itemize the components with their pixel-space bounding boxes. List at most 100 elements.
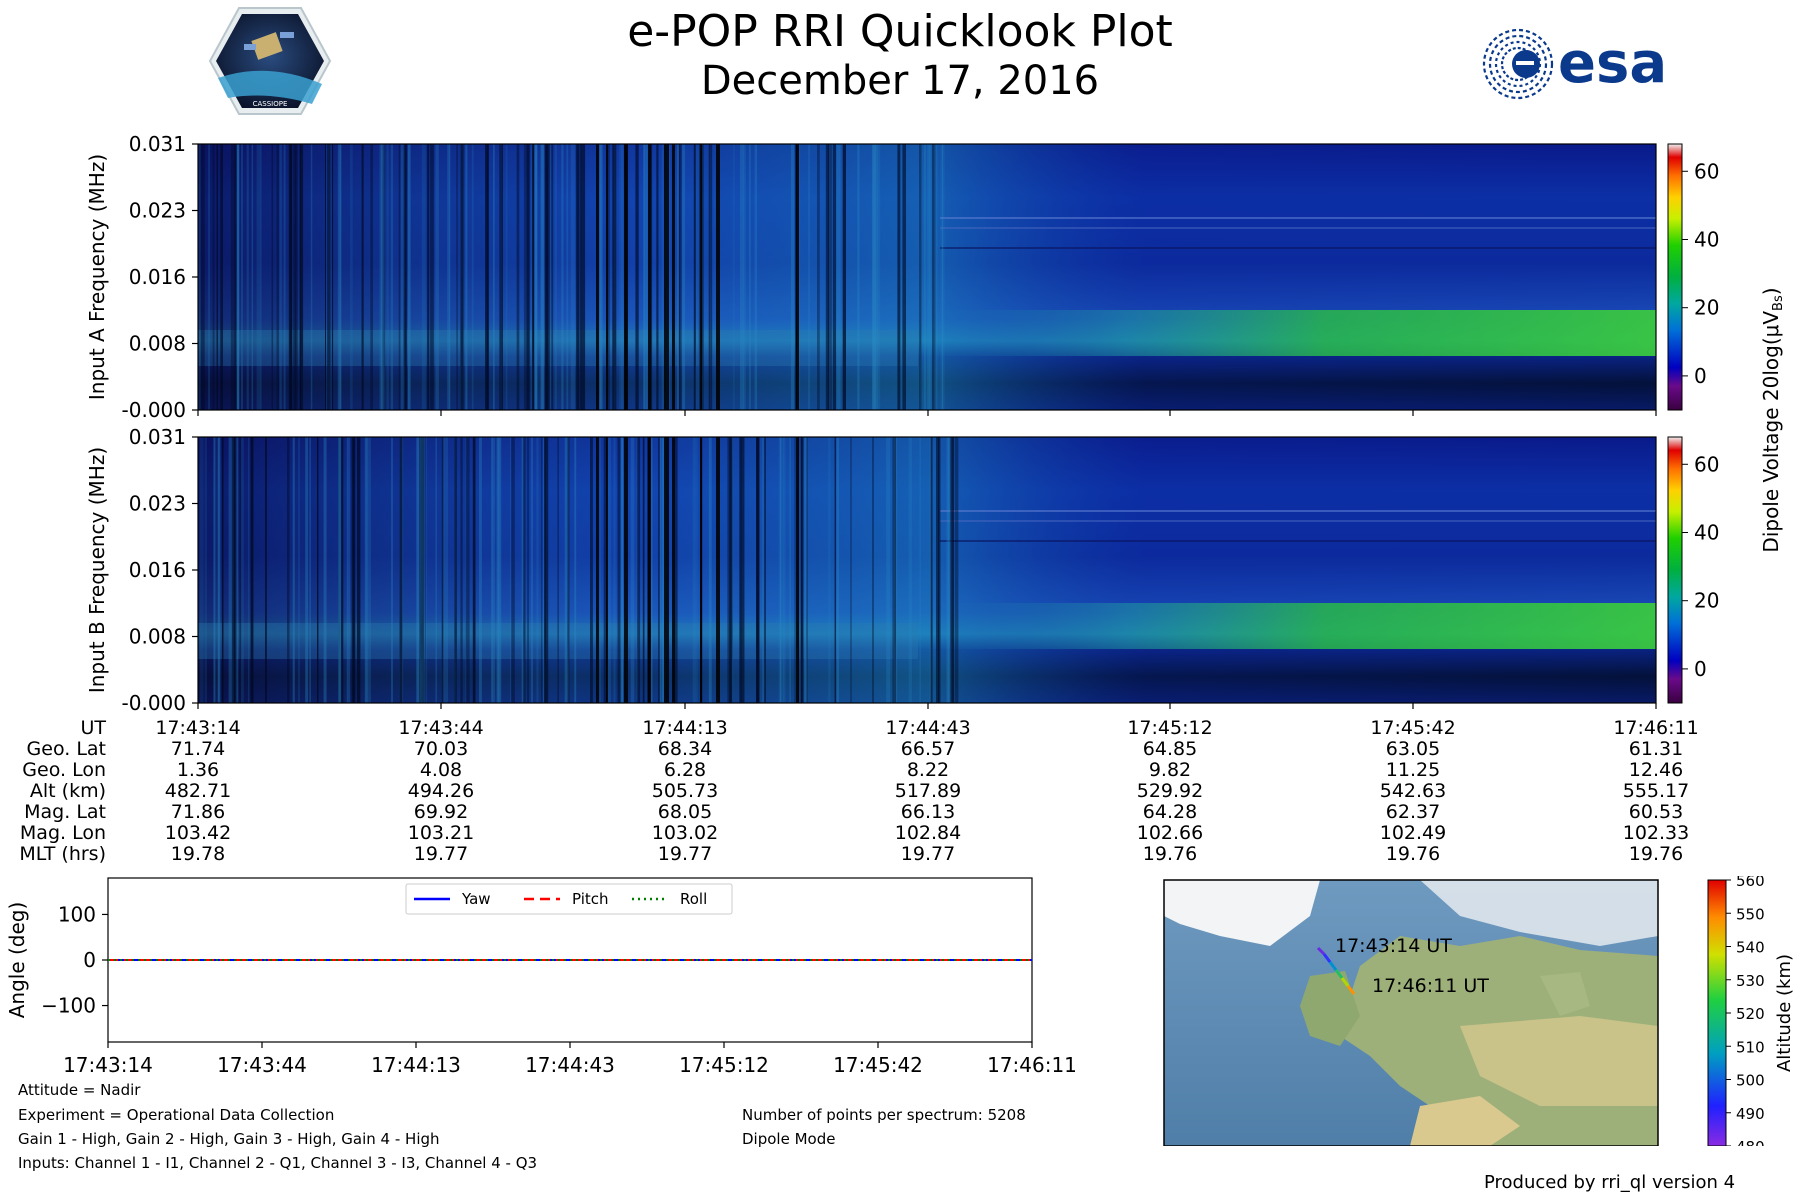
map-frame <box>1163 879 1659 1146</box>
ephemeris-cell: 102.49 <box>1379 822 1447 844</box>
colorbar-label-end: ) <box>1759 287 1783 295</box>
altitude-colorbar <box>1707 879 1727 1146</box>
ephemeris-cell: 63.05 <box>1385 738 1441 760</box>
orbit-segment <box>1334 969 1344 979</box>
orbit-segment <box>1340 977 1350 987</box>
plot-title: e-POP RRI Quicklook Plot <box>627 6 1173 57</box>
altitude-tick-label: 560 <box>1736 876 1765 890</box>
ephemeris-row-label: Alt (km) <box>29 780 106 802</box>
altitude-tick-label: 530 <box>1736 972 1765 990</box>
attitude-xtick-label: 17:44:13 <box>371 1053 461 1077</box>
legend-label-yaw: Yaw <box>461 890 491 908</box>
ephemeris-cell: 66.13 <box>900 801 956 823</box>
attitude-ytick-label: 100 <box>58 902 96 926</box>
ephemeris-cell: 19.77 <box>900 843 956 865</box>
info-points: Number of points per spectrum: 5208 <box>742 1106 1026 1124</box>
info-experiment: Experiment = Operational Data Collection <box>18 1106 335 1124</box>
spectrogram-a-ylabel: Input A Frequency (MHz) <box>85 154 109 400</box>
altitude-tick-label: 510 <box>1736 1038 1765 1056</box>
ephemeris-cell: 555.17 <box>1622 780 1690 802</box>
orbit-segment <box>1322 953 1332 963</box>
ephemeris-cell: 19.76 <box>1628 843 1684 865</box>
spectrogram-ytick-label: 0.008 <box>129 625 186 649</box>
cassiope-logo-text: CASSIOPE <box>253 100 288 108</box>
map-annotation-end: 17:46:11 UT <box>1372 975 1489 997</box>
input-a-spectrogram-panel: 0.031 0.023 0.016 0.008 -0.000 Input A Frequ… <box>85 132 1719 420</box>
ephemeris-cell: 19.78 <box>170 843 226 865</box>
spectrogram-a-image <box>198 144 1656 410</box>
altitude-tick-label: 550 <box>1736 905 1765 923</box>
colorbar-tick-label: 20 <box>1694 296 1719 320</box>
map-image <box>1164 880 1658 1146</box>
ephemeris-cell: 102.84 <box>894 822 962 844</box>
altitude-tick-label: 500 <box>1736 1072 1765 1090</box>
altitude-tick-label: 490 <box>1736 1105 1765 1123</box>
spectrogram-ytick-label: -0.000 <box>122 398 186 420</box>
ephemeris-cell: 64.28 <box>1142 801 1198 823</box>
spectrogram-b-ylabel-text: Input B Frequency (MHz) <box>85 447 109 693</box>
ephemeris-cell: 70.03 <box>413 738 469 760</box>
info-attitude: Attitude = Nadir <box>18 1081 141 1099</box>
attitude-ytick-label: −100 <box>41 994 96 1018</box>
ephemeris-cell: 505.73 <box>651 780 719 802</box>
info-mode: Dipole Mode <box>742 1130 836 1148</box>
attitude-ylabel: Angle (deg) <box>5 902 29 1019</box>
ephemeris-row-label: UT <box>80 717 106 739</box>
ephemeris-cell: 62.37 <box>1385 801 1441 823</box>
ephemeris-cell: 19.77 <box>657 843 713 865</box>
spectrogram-b-colorbar <box>1667 436 1683 704</box>
attitude-xtick-label: 17:44:43 <box>525 1053 615 1077</box>
ephemeris-cell: 66.57 <box>900 738 956 760</box>
spectrogram-b-ylabel-wrap: Input B Frequency (MHz) <box>85 447 109 693</box>
ephemeris-cell: 11.25 <box>1385 759 1441 781</box>
ephemeris-row-label: MLT (hrs) <box>19 843 106 865</box>
dipole-colorbar-label: Dipole Voltage 20log(μVBs) <box>1759 287 1786 552</box>
orbit-track <box>1316 946 1356 995</box>
esa-logo: esa <box>1482 28 1667 100</box>
attitude-xtick-label: 17:46:11 <box>987 1053 1077 1077</box>
ephemeris-cell: 17:43:44 <box>398 717 484 739</box>
ephemeris-row-label: Mag. Lat <box>24 801 106 823</box>
info-inputs: Inputs: Channel 1 - I1, Channel 2 - Q1, … <box>18 1154 538 1172</box>
ephemeris-cell: 102.66 <box>1136 822 1204 844</box>
ephemeris-cell: 60.53 <box>1628 801 1684 823</box>
attitude-legend: Yaw Pitch Roll <box>405 883 733 915</box>
ephemeris-cell: 103.42 <box>164 822 232 844</box>
orbit-segment <box>1346 985 1356 995</box>
colorbar-tick-label: 0 <box>1694 364 1707 388</box>
colorbar-tick-label: 40 <box>1694 520 1719 544</box>
ephemeris-cell: 6.28 <box>663 759 707 781</box>
ephemeris-cell: 71.74 <box>170 738 226 760</box>
spectrogram-a-colorbar <box>1667 143 1683 411</box>
legend-label-roll: Roll <box>680 890 707 908</box>
ephemeris-cell: 19.77 <box>413 843 469 865</box>
spectrogram-ytick-label: 0.031 <box>129 425 186 449</box>
ephemeris-row-label: Geo. Lat <box>26 738 106 760</box>
ephemeris-cell: 9.82 <box>1148 759 1192 781</box>
cassiope-logo: CASSIOPE <box>208 7 332 115</box>
info-gains: Gain 1 - High, Gain 2 - High, Gain 3 - H… <box>18 1130 440 1148</box>
spectrogram-ytick-label: 0.016 <box>129 265 186 289</box>
ephemeris-cell: 17:45:42 <box>1370 717 1456 739</box>
ephemeris-cell: 102.33 <box>1622 822 1690 844</box>
ephemeris-cell: 517.89 <box>894 780 962 802</box>
ephemeris-cell: 103.21 <box>407 822 475 844</box>
esa-logo-text: esa <box>1558 31 1667 96</box>
attitude-panel: 100 0 −100 17:43:14 17:43:44 17:44:13 17:44:43… <box>5 877 1077 1077</box>
ephemeris-cell: 482.71 <box>164 780 232 802</box>
attitude-xtick-label: 17:43:44 <box>217 1053 307 1077</box>
ephemeris-cell: 494.26 <box>407 780 475 802</box>
orbit-segment <box>1328 961 1338 971</box>
altitude-colorbar-label: Altitude (km) <box>1774 954 1795 1072</box>
spectrogram-b-image <box>198 437 1656 703</box>
ephemeris-cell: 19.76 <box>1385 843 1441 865</box>
spectrogram-ytick-label: 0.023 <box>129 492 186 516</box>
ephemeris-cell: 68.34 <box>657 738 713 760</box>
ephemeris-cell: 1.36 <box>176 759 220 781</box>
orbit-map-panel: 17:43:14 UT 17:46:11 UT 560 550 540 530 520 5… <box>1163 876 1795 1146</box>
produced-by: Produced by rri_ql version 4 <box>1484 1172 1736 1193</box>
plot-date: December 17, 2016 <box>700 58 1100 104</box>
attitude-ytick-label: 0 <box>83 948 96 972</box>
altitude-tick-label: 520 <box>1736 1005 1765 1023</box>
